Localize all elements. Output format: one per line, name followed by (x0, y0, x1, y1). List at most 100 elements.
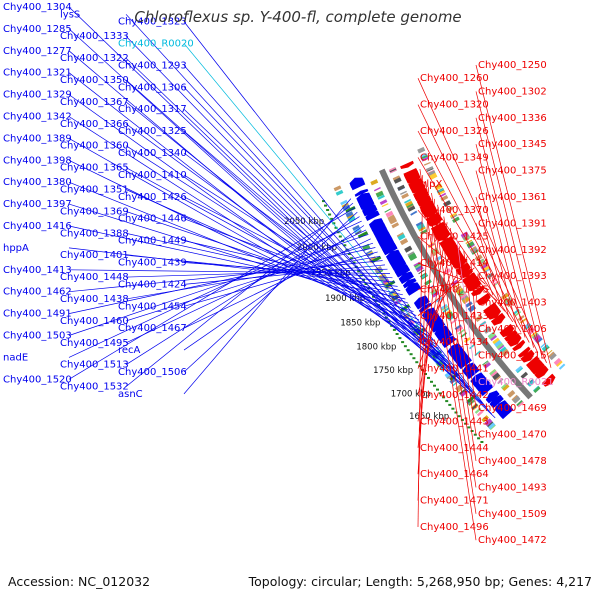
feature-block (400, 190, 407, 195)
gene-label-left: Chy400_1389 (3, 133, 72, 144)
gene-label-left: Chy400_1365 (60, 163, 129, 174)
reverse-gene-arrow (467, 280, 482, 292)
reverse-gene-arrow (492, 314, 506, 326)
leader-line-left (183, 152, 434, 341)
feature-block (384, 208, 392, 213)
feature-block (474, 350, 481, 357)
gene-label-right: Chy400_1375 (478, 166, 547, 177)
leader-line-right (449, 228, 477, 409)
track-dot (430, 380, 433, 383)
feature-block (532, 333, 539, 339)
feature-block (474, 314, 483, 323)
gene-label-left: Chy400_1413 (3, 265, 72, 276)
track-dot (464, 422, 468, 425)
kbp-tick-label: 1700 kbp (391, 389, 431, 399)
feature-block (426, 166, 434, 172)
gene-label-right: Chy400_1433 (420, 311, 489, 322)
leader-line-left (183, 196, 417, 317)
track-dot (357, 270, 361, 273)
gene-label-left: recA (118, 345, 141, 356)
reverse-gene-arrow (534, 365, 548, 378)
track-dot (392, 328, 396, 331)
gene-label-right: Chy400_1445 (420, 284, 489, 295)
feature-block (417, 146, 426, 154)
feature-block (333, 185, 342, 192)
feature-block (449, 377, 458, 385)
gene-label-left: Chy400_1532 (60, 382, 129, 393)
accession-text: Accession: NC_012032 (8, 574, 150, 589)
feature-block (520, 371, 529, 379)
feature-block (450, 318, 458, 325)
reverse-gene-arrow (406, 173, 421, 184)
feature-block (437, 190, 446, 196)
feature-block (442, 307, 450, 313)
track-dot (352, 261, 356, 264)
forward-gene-arrow (470, 372, 483, 383)
track-dot (401, 341, 405, 344)
gene-label-right: Chy400_1391 (478, 218, 547, 229)
reverse-gene-arrow (504, 329, 518, 342)
feature-block (355, 230, 362, 235)
feature-block (443, 200, 452, 207)
track-dot (439, 392, 442, 395)
forward-gene-arrow (386, 250, 401, 261)
feature-block (540, 342, 547, 349)
feature-block (483, 362, 491, 369)
kbp-tick-label: 1750 kbp (373, 366, 413, 376)
gene-label-left: Chy400_1369 (60, 206, 129, 217)
gene-label-left: Chy400_1366 (60, 119, 129, 130)
track-dot (415, 361, 419, 364)
gene-label-left: Chy400_1454 (118, 301, 187, 312)
leader-line-right (417, 175, 424, 528)
feature-block (481, 415, 490, 423)
feature-block (415, 265, 423, 271)
kbp-tick (345, 206, 356, 214)
forward-gene-arrow (359, 199, 375, 210)
feature-block (393, 177, 402, 184)
feature-block (520, 317, 527, 324)
gene-label-left: Chy400_1449 (118, 236, 187, 247)
feature-block (385, 210, 394, 218)
feature-block (397, 184, 405, 191)
kbp-tick-label: 1800 kbp (356, 343, 396, 353)
track-dot (328, 213, 332, 216)
gene-label-left: Chy400_1438 (60, 294, 129, 305)
forward-gene-arrow (415, 298, 430, 310)
reverse-gene-arrow (526, 355, 540, 369)
feature-block (423, 161, 431, 166)
kbp-tick-label: 2050 kbp (284, 217, 324, 227)
feature-block (501, 348, 509, 356)
track-dot (424, 373, 427, 375)
feature-block (415, 265, 424, 273)
feature-block (470, 247, 478, 254)
gene-label-left: Chy400_1285 (3, 24, 72, 35)
feature-block (469, 343, 476, 350)
feature-block (553, 357, 562, 366)
reverse-gene-arrow (400, 160, 414, 169)
feature-block (490, 370, 498, 378)
feature-block (381, 278, 390, 285)
feature-block (477, 259, 485, 265)
feature-block (404, 198, 412, 204)
gene-label-right: Chy400_1471 (420, 496, 489, 507)
leader-line-right (437, 204, 477, 462)
feature-block (558, 363, 566, 370)
feature-block (455, 384, 463, 392)
leader-line-right (417, 157, 522, 333)
forward-gene-arrow (375, 231, 391, 243)
gene-label-right: Chy400_1403 (478, 298, 547, 309)
feature-block (507, 390, 516, 398)
gene-label-right: Chy400_1464 (420, 469, 489, 480)
feature-block (502, 384, 510, 392)
leader-line-right (417, 187, 429, 501)
forward-gene-arrow (500, 407, 513, 419)
gene-label-left: Chy400_1462 (3, 287, 72, 298)
reverse-gene-arrow (404, 169, 418, 178)
gene-label-right: Chy400_1392 (478, 245, 547, 256)
forward-gene-arrow (350, 180, 365, 188)
feature-block (482, 265, 490, 272)
feature-block (466, 241, 475, 248)
leader-line-right (417, 130, 530, 343)
track-dot (395, 333, 399, 335)
leader-line-right (425, 181, 477, 514)
